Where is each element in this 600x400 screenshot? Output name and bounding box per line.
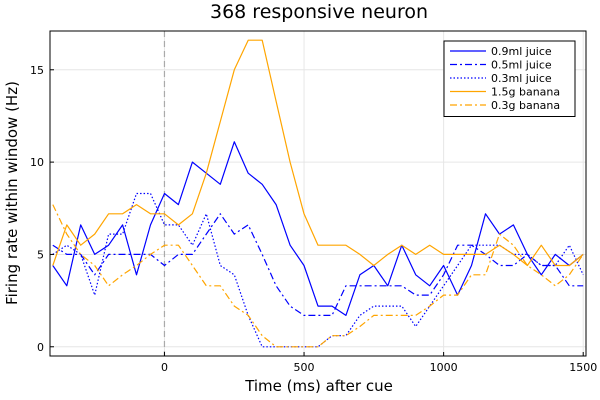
x-tick-label: 500	[294, 361, 315, 374]
y-tick-label: 5	[37, 248, 44, 261]
x-tick-label: 0	[161, 361, 168, 374]
legend-label: 0.3ml juice	[491, 72, 552, 85]
legend-box	[443, 40, 576, 117]
legend-label: 0.9ml juice	[491, 45, 552, 58]
y-axis-ticks: 0 5 10 15	[30, 64, 54, 354]
y-tick-label: 0	[37, 341, 44, 354]
series-lines	[52, 39, 584, 348]
legend-label: 0.5ml juice	[491, 59, 552, 72]
plot-frame	[49, 30, 587, 357]
y-tick-label: 15	[30, 64, 44, 77]
y-axis-label: Firing rate within window (Hz)	[3, 81, 21, 305]
series-line-2	[52, 213, 584, 316]
series-line-5	[52, 204, 584, 348]
legend-label: 0.3g banana	[491, 99, 560, 112]
chart-title: 368 responsive neuron	[210, 1, 428, 23]
x-axis-label: Time (ms) after cue	[244, 377, 393, 395]
series-line-1	[52, 141, 584, 316]
x-tick-label: 1500	[569, 361, 597, 374]
x-axis-ticks: 0 500 1000 1500	[161, 352, 597, 374]
legend-label: 1.5g banana	[491, 86, 560, 99]
x-tick-label: 1000	[430, 361, 458, 374]
series-line-3	[52, 192, 584, 348]
y-tick-label: 10	[30, 156, 44, 169]
